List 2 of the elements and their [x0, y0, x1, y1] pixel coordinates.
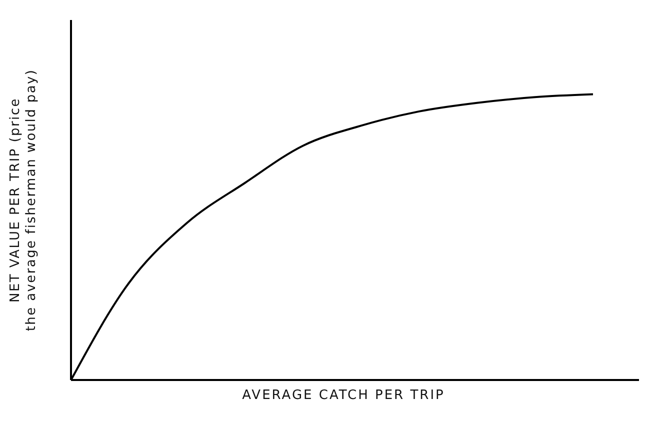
x-axis-title: AVERAGE CATCH PER TRIP: [241, 388, 446, 403]
y-axis-title: NET VALUE PER TRIP (price the average fisherman would pay): [8, 68, 40, 332]
